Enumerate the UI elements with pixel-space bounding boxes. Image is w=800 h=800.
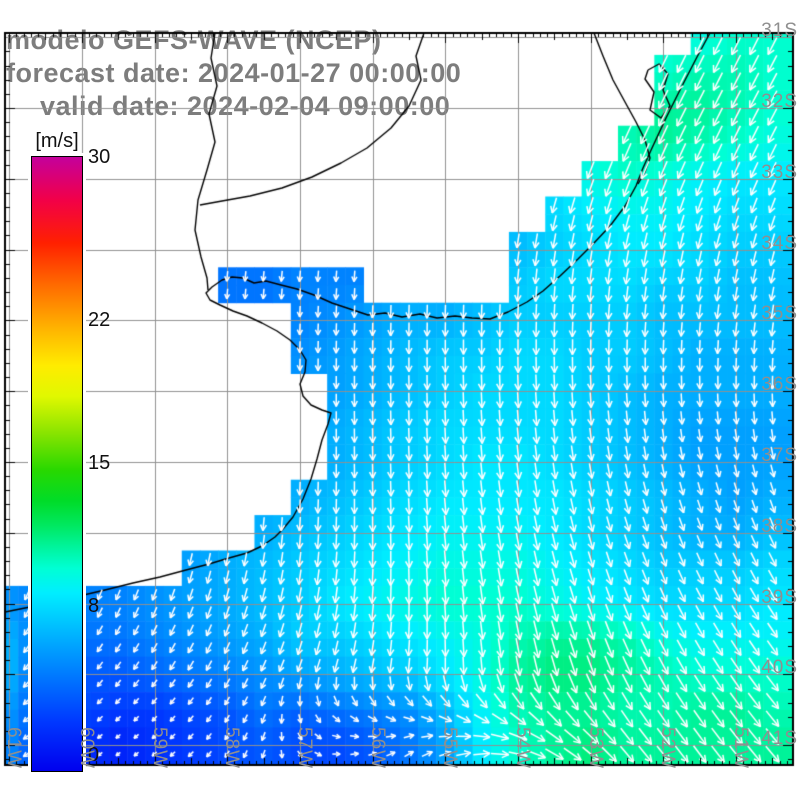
lat-axis-label: 31S [761,20,798,42]
lon-axis-label: 57W [293,727,315,770]
lon-axis-label: 51W [730,727,752,770]
colorbar-tick-label: 30 [88,146,111,168]
lat-axis-label: 33S [761,161,798,183]
colorbar-gradient [31,156,83,772]
lon-axis-label: 59W [148,727,170,770]
lon-axis-label: 53W [584,727,606,770]
colorbar-tick-label: 8 [88,594,100,617]
lon-axis-label: 54W [512,727,533,770]
lat-axis-label: 37S [761,445,798,466]
lon-axis-label: 61W [3,727,25,770]
lon-axis-label: 58W [221,727,243,770]
lat-axis-label: 36S [761,374,798,396]
lat-axis-label: 32S [761,91,798,112]
lon-axis-label: 55W [439,727,461,770]
lat-axis-label: 35S [761,303,798,325]
colorbar [28,153,86,775]
lat-axis-label: 34S [761,232,798,254]
lat-axis-label: 39S [761,586,798,608]
lat-axis-label: 40S [761,657,798,679]
lon-axis-label: 52W [657,727,679,770]
lat-axis-label: 38S [761,515,798,537]
lat-axis-label: 41S [761,728,798,750]
colorbar-tick-label: 0 [88,744,100,766]
lon-axis-label: 60W [75,727,97,770]
colorbar-tick-label: 15 [88,452,111,474]
colorbar-tick-label: 22 [88,309,111,332]
colorbar-unit-label: [m/s] [35,130,79,152]
lon-axis-label: 56W [366,727,388,770]
